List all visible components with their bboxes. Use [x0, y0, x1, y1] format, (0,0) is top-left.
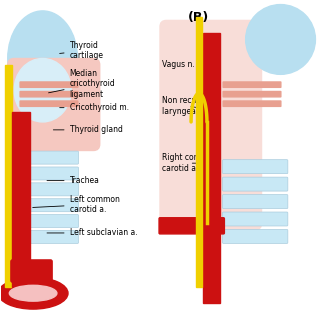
- Text: Vagus n.: Vagus n.: [162, 60, 199, 71]
- FancyBboxPatch shape: [13, 215, 78, 228]
- Ellipse shape: [9, 285, 57, 301]
- Text: Left subclavian a.: Left subclavian a.: [47, 228, 137, 237]
- Ellipse shape: [246, 4, 316, 74]
- FancyBboxPatch shape: [222, 229, 288, 244]
- Text: Non recurrent
laryngeal n.: Non recurrent laryngeal n.: [162, 96, 215, 116]
- FancyBboxPatch shape: [223, 101, 281, 106]
- Text: Trachea: Trachea: [47, 176, 100, 185]
- FancyBboxPatch shape: [222, 195, 288, 209]
- Text: Median
cricothyroid
ligament: Median cricothyroid ligament: [49, 69, 115, 99]
- FancyBboxPatch shape: [13, 167, 78, 180]
- FancyBboxPatch shape: [8, 59, 100, 150]
- FancyBboxPatch shape: [4, 65, 12, 287]
- Text: Thyroid
cartilage: Thyroid cartilage: [60, 41, 104, 60]
- FancyBboxPatch shape: [11, 260, 52, 282]
- FancyBboxPatch shape: [196, 17, 202, 287]
- Text: Thyroid gland: Thyroid gland: [53, 125, 123, 134]
- FancyBboxPatch shape: [20, 92, 78, 97]
- FancyBboxPatch shape: [13, 183, 78, 196]
- FancyBboxPatch shape: [13, 199, 78, 212]
- Text: Arteria lusoria: Arteria lusoria: [162, 221, 216, 230]
- Text: Cricothyroid m.: Cricothyroid m.: [60, 103, 129, 112]
- FancyBboxPatch shape: [12, 112, 30, 287]
- FancyBboxPatch shape: [222, 177, 288, 191]
- Text: Right common
carotid a.: Right common carotid a.: [162, 154, 218, 173]
- FancyBboxPatch shape: [203, 33, 220, 303]
- Text: Left common
carotid a.: Left common carotid a.: [33, 195, 119, 214]
- Ellipse shape: [14, 59, 71, 122]
- Text: (B): (B): [188, 11, 209, 24]
- FancyBboxPatch shape: [223, 92, 281, 97]
- FancyBboxPatch shape: [30, 274, 44, 303]
- Ellipse shape: [0, 277, 68, 309]
- FancyBboxPatch shape: [222, 212, 288, 226]
- FancyBboxPatch shape: [20, 82, 78, 87]
- FancyBboxPatch shape: [20, 101, 78, 106]
- FancyBboxPatch shape: [160, 20, 261, 230]
- FancyBboxPatch shape: [223, 82, 281, 87]
- FancyBboxPatch shape: [159, 218, 224, 234]
- FancyBboxPatch shape: [13, 151, 78, 164]
- FancyBboxPatch shape: [222, 160, 288, 174]
- FancyBboxPatch shape: [13, 230, 78, 244]
- Ellipse shape: [8, 11, 77, 106]
